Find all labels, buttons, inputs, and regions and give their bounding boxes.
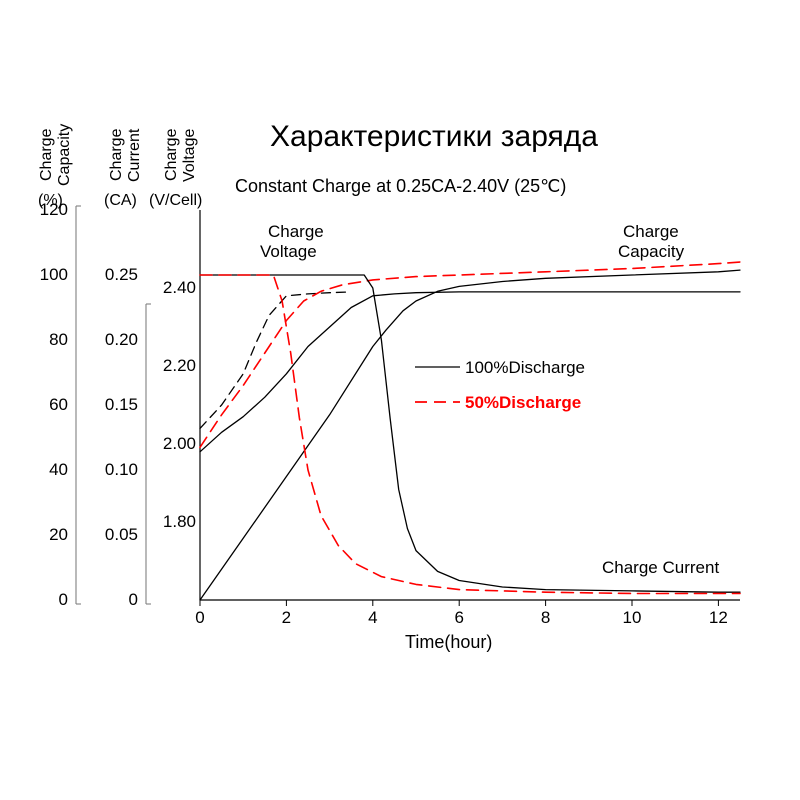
ytick-0-60: 60 [32, 395, 68, 415]
xtick-6: 6 [449, 608, 469, 628]
yaxis-unit-current: (CA) [104, 192, 137, 210]
inline-label-1: Voltage [260, 242, 317, 262]
yaxis-label-voltage: Charge Voltage [163, 120, 199, 190]
ytick-0-80: 80 [32, 330, 68, 350]
legend-item-0: 100%Discharge [465, 358, 585, 378]
xtick-10: 10 [622, 608, 642, 628]
legend-item-1: 50%Discharge [465, 393, 581, 413]
ytick-1-0: 0 [102, 590, 138, 610]
ytick-2-1.80: 1.80 [160, 512, 196, 532]
series-current-100 [200, 275, 740, 592]
inline-label-2: Charge [623, 222, 679, 242]
ytick-1-0.25: 0.25 [102, 265, 138, 285]
chart-title: Характеристики заряда [270, 120, 598, 154]
ytick-0-0: 0 [32, 590, 68, 610]
yaxis-unit-voltage: (V/Cell) [149, 192, 202, 210]
xtick-2: 2 [276, 608, 296, 628]
yaxis-label-current: Charge Current [108, 120, 144, 190]
ytick-2-2.20: 2.20 [160, 356, 196, 376]
ytick-2-2.00: 2.00 [160, 434, 196, 454]
chart-container: { "title": { "text": "Характеристики зар… [0, 0, 800, 800]
inline-label-0: Charge [268, 222, 324, 242]
ytick-2-2.40: 2.40 [160, 278, 196, 298]
series-current-50 [200, 275, 740, 594]
ytick-0-120: 120 [32, 200, 68, 220]
ytick-1-0.05: 0.05 [102, 525, 138, 545]
xtick-0: 0 [190, 608, 210, 628]
ytick-1-0.10: 0.10 [102, 460, 138, 480]
xtick-12: 12 [708, 608, 728, 628]
inline-label-4: Charge Current [602, 558, 719, 578]
ytick-0-40: 40 [32, 460, 68, 480]
xtick-8: 8 [536, 608, 556, 628]
ytick-1-0.20: 0.20 [102, 330, 138, 350]
inline-label-3: Capacity [618, 242, 684, 262]
ytick-0-20: 20 [32, 525, 68, 545]
ytick-0-100: 100 [32, 265, 68, 285]
series-capacity-100 [200, 270, 740, 600]
series-capacity-50 [200, 262, 740, 447]
series-voltage-50 [200, 292, 351, 429]
chart-subtitle: Constant Charge at 0.25CA-2.40V (25℃) [235, 176, 566, 197]
x-axis-title: Time(hour) [405, 632, 492, 653]
yaxis-label-capacity: Charge Capacity [38, 120, 74, 190]
ytick-1-0.15: 0.15 [102, 395, 138, 415]
xtick-4: 4 [363, 608, 383, 628]
